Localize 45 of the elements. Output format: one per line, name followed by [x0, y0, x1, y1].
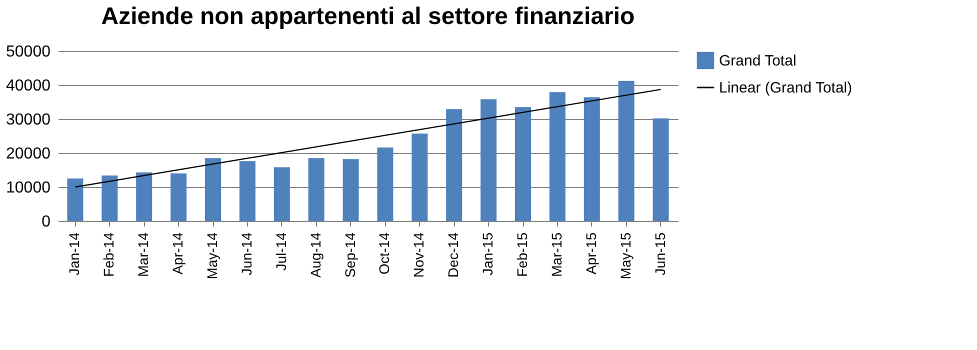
legend-label: Linear (Grand Total) [719, 80, 852, 96]
x-tick-label: Apr-15 [582, 232, 599, 275]
x-tick-label: Mar-15 [548, 232, 564, 277]
bar [412, 134, 428, 221]
x-tick-label: Mar-14 [135, 232, 152, 277]
y-tick-label: 50000 [6, 44, 51, 60]
x-tick-label: Apr-14 [170, 232, 186, 275]
y-tick-label: 0 [42, 214, 51, 230]
bar [446, 109, 462, 221]
x-tick-label: Oct-14 [376, 232, 392, 275]
x-tick-label: Dec-14 [445, 232, 462, 278]
bar [102, 175, 118, 221]
bar [136, 172, 152, 221]
bar [308, 158, 324, 221]
bar [584, 97, 600, 221]
y-tick-label: 10000 [6, 180, 51, 196]
x-tick-label: Jan-15 [480, 232, 496, 276]
bar [515, 107, 531, 221]
x-tick-label: Jul-14 [272, 232, 289, 271]
x-tick-label: Sep-14 [342, 232, 358, 278]
bar [549, 92, 566, 221]
x-tick-label: Jan-14 [66, 232, 82, 276]
x-tick-label: Feb-15 [514, 232, 530, 277]
bar [239, 161, 256, 221]
bar [274, 167, 290, 221]
x-tick-label: Aug-14 [307, 232, 324, 278]
bar [618, 80, 634, 221]
bar [170, 173, 187, 221]
bar [205, 158, 221, 221]
y-tick-label: 20000 [6, 146, 51, 162]
x-tick-label: Nov-14 [410, 232, 427, 278]
chart-title: Aziende non appartenenti al settore finanziario [101, 3, 635, 30]
bar [67, 178, 84, 221]
y-tick-label: 40000 [6, 78, 51, 94]
x-tick-label: Feb-14 [100, 232, 117, 277]
x-tick-label: Jun-14 [238, 232, 254, 276]
x-tick-label: Jun-15 [652, 232, 668, 276]
x-tick-label: May-14 [204, 232, 220, 280]
bar [652, 118, 669, 221]
bar [342, 159, 359, 221]
bar [377, 148, 394, 221]
y-tick-label: 30000 [6, 112, 51, 128]
x-tick-label: May-15 [617, 232, 634, 280]
legend-label: Grand Total [719, 52, 796, 70]
bar [480, 99, 497, 221]
